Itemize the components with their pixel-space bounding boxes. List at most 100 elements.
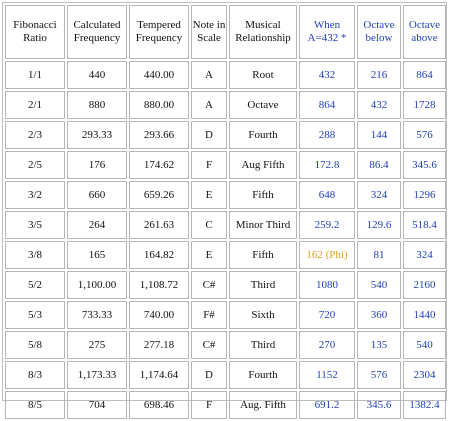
table-cell: 576 xyxy=(403,121,446,149)
table-cell: 2/3 xyxy=(5,121,65,149)
table-cell: 259.2 xyxy=(299,211,355,239)
table-cell: 1728 xyxy=(403,91,446,119)
table-cell: 1440 xyxy=(403,301,446,329)
table-cell: 440.00 xyxy=(129,61,189,89)
table-row: 2/5 176 174.62 F Aug Fifth 172.8 86.4 345.6 xyxy=(5,151,446,179)
table-cell: 691.2 xyxy=(299,391,355,419)
table-cell: Aug. Fifth xyxy=(229,391,297,419)
table-cell: 324 xyxy=(403,241,446,269)
table-cell: E xyxy=(191,241,227,269)
table-cell: Fifth xyxy=(229,241,297,269)
table-cell: 172.8 xyxy=(299,151,355,179)
fibonacci-frequency-table: Fibonacci Ratio Calculated Frequency Tempe… xyxy=(3,3,448,421)
table-cell: 660 xyxy=(67,181,127,209)
table-cell: 880.00 xyxy=(129,91,189,119)
table-cell: 1080 xyxy=(299,271,355,299)
table-cell: 345.6 xyxy=(357,391,401,419)
column-header: Octave below xyxy=(357,5,401,59)
table-row: 3/5 264 261.63 C Minor Third 259.2 129.6 518.4 xyxy=(5,211,446,239)
column-header: Octave above xyxy=(403,5,446,59)
table-cell: 165 xyxy=(67,241,127,269)
table-cell: 740.00 xyxy=(129,301,189,329)
table-cell: 3/8 xyxy=(5,241,65,269)
table-cell: 81 xyxy=(357,241,401,269)
table-cell: A xyxy=(191,61,227,89)
table-row: 2/3 293.33 293.66 D Fourth 288 144 576 xyxy=(5,121,446,149)
table-cell: 2/5 xyxy=(5,151,65,179)
table-cell: Fifth xyxy=(229,181,297,209)
table-cell: 704 xyxy=(67,391,127,419)
table-cell: Octave xyxy=(229,91,297,119)
table-cell: F# xyxy=(191,301,227,329)
table-cell: 1382.4 xyxy=(403,391,446,419)
table-cell: 293.66 xyxy=(129,121,189,149)
table-cell: C xyxy=(191,211,227,239)
table-cell: 277.18 xyxy=(129,331,189,359)
table-cell: Fourth xyxy=(229,361,297,389)
table-cell: Aug Fifth xyxy=(229,151,297,179)
table-cell: F xyxy=(191,151,227,179)
table-cell: 360 xyxy=(357,301,401,329)
table-cell: 432 xyxy=(357,91,401,119)
table-cell: 288 xyxy=(299,121,355,149)
table-cell: 1/1 xyxy=(5,61,65,89)
table-cell: 698.46 xyxy=(129,391,189,419)
table-cell: 129.6 xyxy=(357,211,401,239)
table-cell: 3/5 xyxy=(5,211,65,239)
table-row: 5/8 275 277.18 C# Third 270 135 540 xyxy=(5,331,446,359)
table-cell: 2/1 xyxy=(5,91,65,119)
table-cell: 2304 xyxy=(403,361,446,389)
table-cell: 1152 xyxy=(299,361,355,389)
table-cell: 293.33 xyxy=(67,121,127,149)
table-cell: 440 xyxy=(67,61,127,89)
table-row: 8/5 704 698.46 F Aug. Fifth 691.2 345.6 1382.4 xyxy=(5,391,446,419)
table-cell: 432 xyxy=(299,61,355,89)
table-cell: C# xyxy=(191,331,227,359)
table-cell: 864 xyxy=(403,61,446,89)
table-cell: 576 xyxy=(357,361,401,389)
table-cell: 864 xyxy=(299,91,355,119)
table-row: 2/1 880 880.00 A Octave 864 432 1728 xyxy=(5,91,446,119)
table-cell: 5/8 xyxy=(5,331,65,359)
table-cell: 720 xyxy=(299,301,355,329)
table-cell: C# xyxy=(191,271,227,299)
table-cell: 733.33 xyxy=(67,301,127,329)
table-cell: 8/3 xyxy=(5,361,65,389)
table-cell: 5/2 xyxy=(5,271,65,299)
column-header: Calculated Frequency xyxy=(67,5,127,59)
table-cell: Third xyxy=(229,271,297,299)
column-header: Note in Scale xyxy=(191,5,227,59)
table-cell: 264 xyxy=(67,211,127,239)
table-body: 1/1 440 440.00 A Root 432 216 864 2/1 880 880.00 A O… xyxy=(5,61,446,419)
table-cell: F xyxy=(191,391,227,419)
table-cell: 518.4 xyxy=(403,211,446,239)
table-row: 1/1 440 440.00 A Root 432 216 864 xyxy=(5,61,446,89)
table-cell: 174.62 xyxy=(129,151,189,179)
table-cell: Sixth xyxy=(229,301,297,329)
table-cell: 216 xyxy=(357,61,401,89)
column-header: Musical Relationship xyxy=(229,5,297,59)
table-cell: Minor Third xyxy=(229,211,297,239)
table-row: 5/3 733.33 740.00 F# Sixth 720 360 1440 xyxy=(5,301,446,329)
table-cell: 86.4 xyxy=(357,151,401,179)
table-cell: 659.26 xyxy=(129,181,189,209)
table-cell: 3/2 xyxy=(5,181,65,209)
table-cell: Root xyxy=(229,61,297,89)
table-cell: 275 xyxy=(67,331,127,359)
table-cell: 1,108.72 xyxy=(129,271,189,299)
table-cell: 345.6 xyxy=(403,151,446,179)
column-header: Tempered Frequency xyxy=(129,5,189,59)
table-row: 3/8 165 164.82 E Fifth 162 (Phi) 81 324 xyxy=(5,241,446,269)
table-cell: 5/3 xyxy=(5,301,65,329)
table-cell: 162 (Phi) xyxy=(299,241,355,269)
table-cell: 324 xyxy=(357,181,401,209)
column-header: Fibonacci Ratio xyxy=(5,5,65,59)
header-row: Fibonacci Ratio Calculated Frequency Tempe… xyxy=(5,5,446,59)
table-cell: 270 xyxy=(299,331,355,359)
table-cell: 164.82 xyxy=(129,241,189,269)
column-header: When A=432 * xyxy=(299,5,355,59)
table-cell: Fourth xyxy=(229,121,297,149)
table-row: 8/3 1,173.33 1,174.64 D Fourth 1152 576 2304 xyxy=(5,361,446,389)
table-cell: 1,100.00 xyxy=(67,271,127,299)
